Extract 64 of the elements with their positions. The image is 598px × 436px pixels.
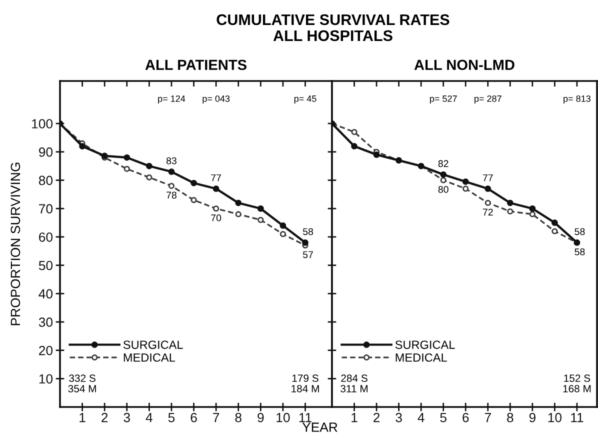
legend-label: MEDICAL	[396, 353, 447, 362]
x-tick-label: 2	[374, 412, 380, 422]
x-tick-label: 11	[571, 413, 584, 422]
x-tick-label: 7	[213, 413, 220, 422]
x-tick-label: 7	[484, 413, 491, 422]
data-label: 77	[211, 174, 221, 182]
x-tick-label: 8	[507, 412, 514, 422]
y-tick-label: 40	[38, 289, 53, 299]
annotation: 179 S 184 M	[292, 374, 319, 392]
text: CUMULATIVE SURVIVAL RATES	[216, 14, 450, 26]
text: ALL HOSPITALS	[273, 30, 392, 42]
y-tick-label: 70	[39, 204, 53, 214]
annotation: 332 S 354 M	[68, 374, 96, 392]
data-label: 70	[211, 214, 222, 222]
data-label: 82	[438, 160, 448, 168]
x-tick-label: 1	[80, 413, 86, 422]
data-label: 77	[482, 174, 493, 182]
y-tick-label: 30	[38, 318, 53, 327]
legend-label: SURGICAL	[123, 340, 183, 349]
annotation: 284 S 311 M	[340, 374, 368, 392]
y-tick-label: 80	[38, 176, 53, 186]
x-axis-title: YEAR	[302, 422, 338, 432]
data-label: 83	[166, 157, 176, 164]
x-tick-label: 10	[276, 412, 290, 422]
x-tick-label: 6	[190, 412, 197, 422]
x-tick-label: 3	[396, 412, 402, 422]
data-label: 78	[166, 192, 176, 199]
legend-label: MEDICAL	[124, 353, 176, 362]
annotation: p= 287	[474, 95, 502, 104]
x-tick-label: 8	[235, 412, 242, 422]
x-tick-label: 5	[168, 413, 175, 422]
data-label: 80	[438, 186, 448, 193]
legend-label: SURGICAL	[395, 340, 455, 349]
annotation: p= 45	[294, 96, 316, 104]
data-label: 58	[574, 228, 585, 236]
y-tick-label: 90	[39, 147, 53, 157]
y-tick-label: 10	[39, 374, 53, 384]
y-tick-label: 100	[32, 119, 53, 128]
x-tick-label: 3	[124, 412, 130, 422]
x-tick-label: 4	[418, 413, 424, 422]
data-label: 58	[303, 228, 314, 236]
x-tick-label: 1	[352, 413, 358, 422]
x-tick-label: 5	[440, 413, 446, 422]
data-label: 58	[574, 248, 585, 256]
chart-title: ALL PATIENTS	[145, 60, 246, 70]
annotation: p= 043	[202, 95, 230, 104]
annotation: p= 813	[564, 95, 590, 104]
x-tick-label: 4	[146, 413, 152, 422]
data-label: 72	[482, 208, 493, 216]
x-tick-label: 9	[529, 412, 536, 422]
x-tick-label: 11	[299, 413, 312, 422]
x-tick-label: 10	[548, 412, 562, 422]
y-tick-label: 20	[39, 346, 53, 356]
y-axis-title: PROPORTION SURVIVING	[10, 162, 20, 326]
y-tick-label: 50	[38, 260, 53, 270]
data-label: 57	[303, 251, 313, 258]
x-tick-label: 6	[462, 412, 469, 422]
y-tick-label: 60	[39, 232, 53, 242]
annotation: p= 527	[430, 95, 457, 104]
x-tick-label: 9	[258, 412, 264, 422]
annotation: p= 124	[158, 95, 186, 104]
chart-title: ALL NON-LMD	[414, 60, 514, 70]
x-tick-label: 2	[102, 412, 108, 422]
annotation: 152 S 168 M	[563, 374, 591, 392]
